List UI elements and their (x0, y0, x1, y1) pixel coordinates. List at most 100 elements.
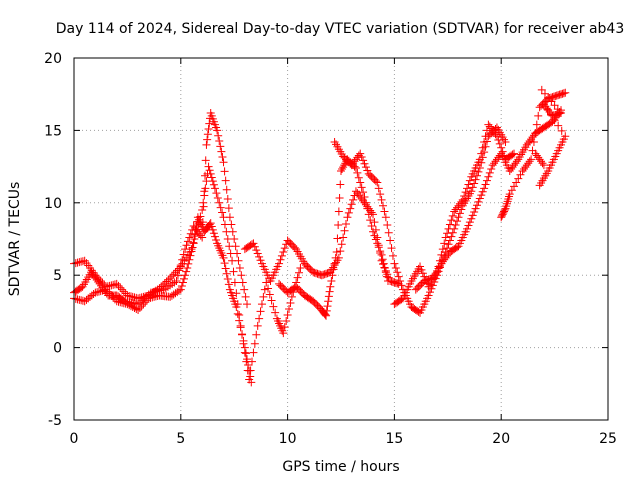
data-point (361, 163, 370, 172)
data-point (480, 184, 489, 193)
data-point (485, 168, 494, 177)
data-point (136, 298, 145, 307)
data-point (128, 303, 137, 312)
data-point (336, 180, 345, 189)
data-point (379, 259, 388, 268)
data-point (240, 343, 249, 352)
data-point (337, 240, 346, 249)
data-point (182, 267, 191, 276)
data-point (233, 309, 242, 318)
data-point (532, 120, 541, 129)
data-point (203, 135, 212, 144)
data-point (238, 278, 247, 287)
data-point (200, 187, 209, 196)
data-point (296, 263, 305, 272)
data-point (357, 152, 366, 161)
data-point (249, 348, 258, 357)
data-point (185, 255, 194, 264)
data-point (326, 282, 335, 291)
data-point (114, 281, 123, 290)
data-point (276, 255, 285, 264)
data-point (516, 170, 525, 179)
data-point (224, 280, 233, 289)
data-point (206, 219, 215, 228)
data-point (255, 314, 264, 323)
data-point (424, 291, 433, 300)
data-point (134, 300, 143, 309)
data-point (243, 300, 252, 309)
data-point (455, 209, 464, 218)
data-point (561, 132, 570, 141)
data-point (351, 164, 360, 173)
data-point (282, 317, 291, 326)
data-point (204, 162, 213, 171)
data-point (443, 229, 452, 238)
data-point (250, 242, 259, 251)
data-point (334, 221, 343, 230)
data-point (213, 193, 222, 202)
data-point (322, 311, 331, 320)
data-point (374, 243, 383, 252)
data-point (561, 88, 570, 97)
satellite-track-7 (390, 120, 519, 309)
data-point (215, 198, 224, 207)
x-tick-label: 0 (70, 431, 79, 447)
data-point (332, 248, 341, 257)
data-point (185, 233, 194, 242)
data-point (464, 221, 473, 230)
data-point (321, 310, 330, 319)
data-point (461, 188, 470, 197)
data-point (514, 174, 523, 183)
y-tick-labels: -5 0 5 10 15 20 (44, 51, 62, 429)
data-point (492, 132, 501, 141)
data-point (216, 142, 225, 151)
data-point (384, 228, 393, 237)
data-point (383, 276, 392, 285)
data-point (219, 158, 228, 167)
data-point (386, 236, 395, 245)
data-point (417, 265, 426, 274)
data-point (477, 149, 486, 158)
data-point (387, 244, 396, 253)
data-point (210, 184, 219, 193)
data-point (553, 105, 562, 114)
data-point (89, 290, 98, 299)
data-point (478, 187, 487, 196)
data-point (176, 285, 185, 294)
data-point (256, 256, 265, 265)
data-point (265, 290, 274, 299)
satellite-track-10 (535, 85, 570, 190)
data-point (183, 237, 192, 246)
data-point (347, 200, 356, 209)
data-point (173, 271, 182, 280)
data-point (181, 245, 190, 254)
data-point (339, 233, 348, 242)
data-point (447, 216, 456, 225)
data-point (329, 265, 338, 274)
data-point (207, 222, 216, 231)
data-point (388, 251, 397, 260)
data-point (233, 249, 242, 258)
y-tick-label: 5 (53, 268, 62, 284)
y-axis-title: SDTVAR / TECUs (7, 182, 23, 297)
data-point (381, 268, 390, 277)
data-point (198, 233, 207, 242)
data-point (501, 137, 510, 146)
data-point (232, 303, 241, 312)
data-point (458, 195, 467, 204)
satellite-track-8 (411, 106, 566, 294)
data-point (255, 252, 264, 261)
data-point (537, 85, 546, 94)
data-point (118, 285, 127, 294)
data-point (396, 276, 405, 285)
data-point (500, 206, 509, 215)
data-point (467, 187, 476, 196)
data-point (324, 297, 333, 306)
data-point (168, 279, 177, 288)
data-point (245, 366, 254, 375)
x-tick-label: 15 (385, 431, 403, 447)
data-point (137, 302, 146, 311)
data-point (227, 220, 236, 229)
data-point (244, 360, 253, 369)
data-point (160, 279, 169, 288)
